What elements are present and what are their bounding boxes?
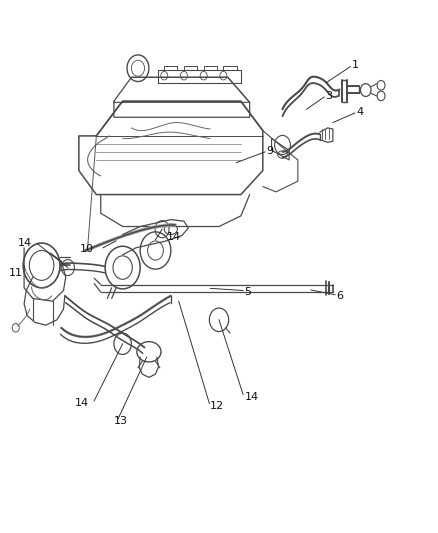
Text: 6: 6 xyxy=(336,291,343,301)
Text: 3: 3 xyxy=(325,91,332,101)
Text: 9: 9 xyxy=(266,146,273,156)
Text: 14: 14 xyxy=(18,238,32,247)
Text: 1: 1 xyxy=(352,60,359,70)
Text: 14: 14 xyxy=(166,232,180,242)
Text: 10: 10 xyxy=(80,244,94,254)
Text: 14: 14 xyxy=(244,392,258,402)
Text: 13: 13 xyxy=(114,416,128,426)
Text: 11: 11 xyxy=(9,268,23,278)
Text: 14: 14 xyxy=(74,399,88,408)
Text: 12: 12 xyxy=(210,401,224,411)
Text: 4: 4 xyxy=(356,108,363,117)
Text: 5: 5 xyxy=(244,287,251,296)
